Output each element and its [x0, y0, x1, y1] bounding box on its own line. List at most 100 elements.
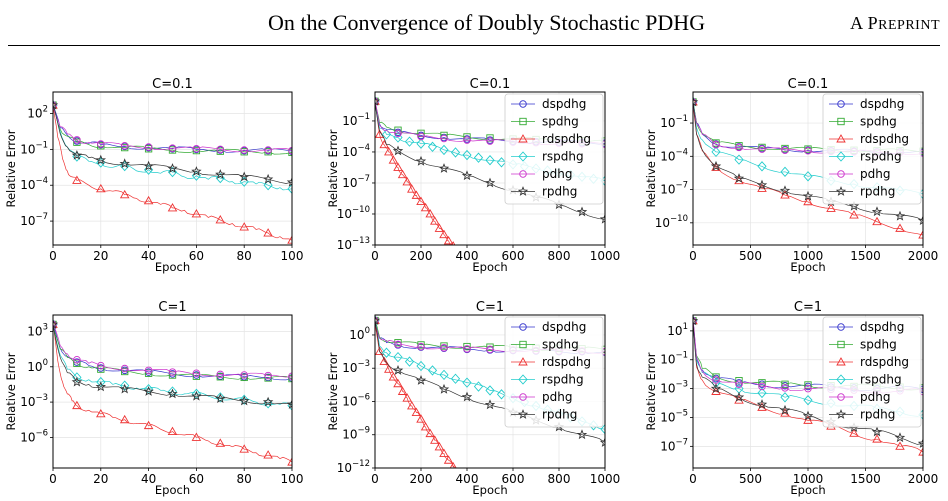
data-point-rdspdhg — [388, 155, 399, 164]
data-point-rpdhg — [599, 437, 605, 447]
data-point-rpdhg — [215, 169, 226, 179]
series-line-rdspdhg — [53, 324, 292, 463]
legend-marker — [837, 100, 845, 108]
data-point-rpdhg — [693, 315, 699, 326]
data-point-pdhg — [440, 134, 448, 143]
y-axis-label: Relative Error — [326, 129, 340, 207]
data-point-rpdhg — [286, 398, 292, 409]
data-point-rspdhg — [215, 172, 225, 184]
data-point-rpdhg — [484, 177, 496, 188]
data-point-pdhg — [97, 140, 105, 148]
data-point-pdhg — [288, 372, 292, 380]
x-tick-label: 100 — [281, 472, 304, 486]
data-point-pdhg — [264, 371, 272, 380]
data-point-rdspdhg — [215, 438, 226, 447]
chart-title: C=0.1 — [470, 77, 511, 92]
data-point-rpdhg — [119, 158, 130, 169]
y-axis-label: Relative Error — [4, 129, 18, 207]
legend-label: rdspdhg — [860, 132, 909, 146]
data-point-rpdhg — [191, 390, 202, 401]
data-point-rspdhg — [473, 152, 484, 163]
data-point-rdspdhg — [416, 414, 426, 423]
legend-label: rpdhg — [860, 185, 895, 199]
legend-label: dspdhg — [860, 320, 904, 334]
series-rdspdhg — [53, 100, 292, 244]
data-point-rpdhg — [392, 364, 404, 375]
data-point-rdspdhg — [191, 209, 202, 218]
data-point-rdspdhg — [239, 222, 249, 231]
series-rdspdhg — [375, 315, 457, 468]
legend-marker — [519, 117, 527, 126]
data-point-rdspdhg — [167, 203, 178, 212]
series-line-rdspdhg — [693, 101, 923, 236]
data-point-rdspdhg — [379, 139, 389, 149]
data-point-rdspdhg — [895, 223, 905, 232]
series-pdhg — [53, 320, 292, 380]
x-tick-label: 20 — [93, 249, 108, 263]
data-point-rdspdhg — [872, 434, 882, 443]
legend-label: spdhg — [542, 115, 579, 129]
data-point-rdspdhg — [895, 441, 905, 450]
legend-label: dspdhg — [860, 97, 904, 111]
data-point-rspdhg — [780, 166, 790, 178]
data-point-rspdhg — [393, 351, 403, 363]
data-point-rpdhg — [894, 432, 906, 443]
legend-marker — [836, 357, 846, 366]
data-point-rpdhg — [599, 213, 605, 224]
data-point-rpdhg — [143, 160, 154, 171]
series-rdspdhg — [53, 319, 292, 466]
x-tick-label: 1000 — [590, 249, 621, 263]
data-point-rdspdhg — [53, 100, 58, 109]
legend-marker — [837, 170, 845, 178]
data-point-rdspdhg — [450, 241, 456, 245]
data-point-rpdhg — [392, 145, 404, 156]
data-point-rpdhg — [375, 95, 381, 106]
legend-label: rdspdhg — [860, 355, 909, 369]
x-tick-label: 800 — [548, 472, 571, 486]
x-axis-label: Epoch — [472, 260, 507, 274]
y-tick-label: 100 — [349, 326, 370, 342]
data-point-spdhg — [486, 343, 494, 351]
x-axis-label: Epoch — [472, 483, 507, 497]
data-point-rspdhg — [404, 136, 415, 147]
data-point-rdspdhg — [215, 214, 226, 224]
data-point-rpdhg — [484, 399, 496, 410]
data-point-rdspdhg — [402, 393, 412, 402]
x-tick-label: 0 — [371, 249, 379, 263]
data-point-pdhg — [120, 364, 129, 373]
legend-label: spdhg — [542, 338, 579, 352]
legend-label: rpdhg — [542, 185, 577, 199]
data-point-rdspdhg — [263, 450, 273, 459]
x-tick-label: 400 — [456, 472, 479, 486]
data-point-spdhg — [264, 374, 272, 382]
legend: dspdhg spdhg rdspdhg rspdhg pdhg rpdhg — [822, 316, 922, 428]
data-point-rdspdhg — [375, 96, 380, 105]
data-point-rspdhg — [404, 356, 415, 367]
chart-panel-5: 0 200 400 600 800 1000 100 10−3 10−6 10−9 10−12 C=1… — [326, 300, 620, 497]
data-point-rpdhg — [143, 386, 154, 396]
data-point-spdhg — [804, 381, 812, 389]
data-point-rpdhg — [167, 163, 178, 173]
legend-marker — [837, 340, 845, 349]
chart-panel-6: 0 500 1000 1500 2000 101 10−1 10−3 10−5 10−7 C=1 Ep… — [644, 300, 938, 497]
series-line-pdhg — [53, 324, 292, 378]
data-point-rdspdhg — [384, 364, 394, 373]
x-tick-label: 500 — [739, 249, 762, 263]
y-tick-label: 10−7 — [660, 181, 688, 197]
legend-marker — [837, 323, 845, 331]
data-point-rspdhg — [450, 373, 461, 384]
y-tick-label: 10−1 — [660, 114, 688, 130]
data-point-rdspdhg — [439, 448, 449, 458]
data-point-spdhg — [463, 342, 471, 351]
y-tick-label: 10−3 — [660, 380, 688, 396]
data-point-pdhg — [264, 146, 272, 154]
series-line-rdspdhg — [693, 320, 923, 453]
legend: dspdhg spdhg rdspdhg rspdhg pdhg rpdhg — [504, 93, 604, 205]
data-point-pdhg — [486, 137, 494, 145]
data-point-rpdhg — [415, 155, 427, 166]
data-point-rdspdhg — [397, 169, 408, 179]
data-point-rpdhg — [576, 206, 588, 217]
data-point-rspdhg — [711, 146, 721, 158]
data-point-rpdhg — [438, 163, 450, 173]
data-point-rdspdhg — [416, 196, 426, 206]
